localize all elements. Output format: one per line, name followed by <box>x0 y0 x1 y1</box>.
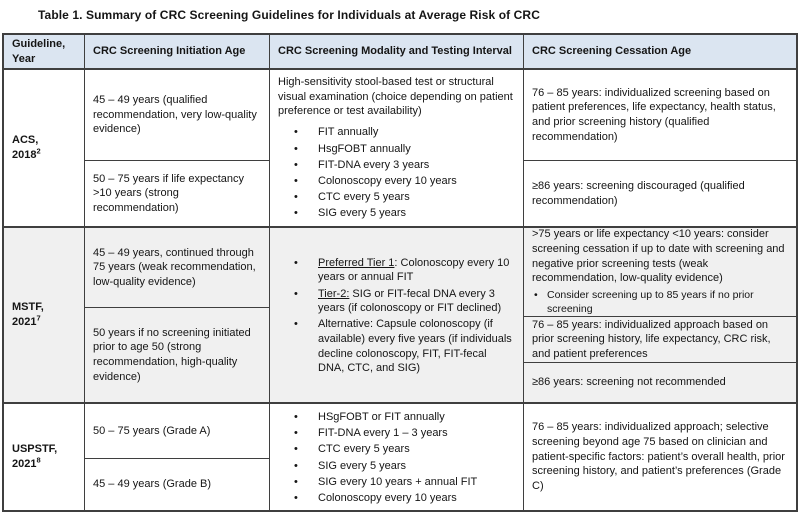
bullet-item: • CTC every 5 years <box>294 190 410 203</box>
guideline-year: 20217 <box>12 313 41 328</box>
initiation-cell: 50 – 75 years (Grade A) <box>85 404 269 459</box>
table-row-mstf: MSTF, 20217 45 – 49 years, continued thr… <box>4 228 796 404</box>
modality-cell-mstf: • Preferred Tier 1: Colonoscopy every 10 … <box>270 228 524 402</box>
guideline-cell-acs: ACS, 20182 <box>4 70 85 226</box>
header-initiation-age: CRC Screening Initiation Age <box>85 35 270 68</box>
modality-bullet-list: • FIT annually • HsgFOBT annually • FIT-DNA… <box>278 124 515 221</box>
cessation-cell: 76 – 85 years: individualized screening … <box>524 70 796 161</box>
bullet-dot: • <box>294 459 298 472</box>
cessation-cell: ≥86 years: screening discouraged (qualif… <box>532 179 745 207</box>
tier-label: Preferred Tier 1 <box>318 256 395 269</box>
bullet-item: • HsgFOBT annually <box>294 142 411 155</box>
reference-superscript: 7 <box>36 313 41 323</box>
reference-superscript: 2 <box>36 146 41 156</box>
bullet-dot: • <box>294 190 298 203</box>
table-row-acs: ACS, 20182 45 – 49 years (qualified reco… <box>4 70 796 228</box>
bullet-dot: • <box>294 443 298 456</box>
initiation-column-acs: 45 – 49 years (qualified recommendation,… <box>85 70 270 226</box>
bullet-dot: • <box>294 287 298 300</box>
bullet-dot: • <box>294 475 298 488</box>
header-cessation-age: CRC Screening Cessation Age <box>532 45 692 58</box>
bullet-item: • Colonoscopy every 10 years <box>294 174 457 187</box>
table-row-uspstf: USPSTF, 20218 50 – 75 years (Grade A) 45… <box>4 404 796 510</box>
bullet-item: • FIT annually <box>294 126 379 139</box>
tier-label: Tier-2: <box>318 287 350 300</box>
cessation-cell: >75 years or life expectancy <10 years: … <box>524 228 796 317</box>
cessation-cell: 76 – 85 years: individualized approach b… <box>524 317 796 363</box>
bullet-item: • FIT-DNA every 1 – 3 years <box>294 427 448 440</box>
bullet-item: • SIG every 10 years + annual FIT <box>294 475 478 488</box>
guideline-name: ACS, <box>12 134 39 147</box>
bullet-item: • SIG every 5 years <box>294 207 407 219</box>
bullet-item: • Preferred Tier 1: Colonoscopy every 10 … <box>294 256 510 284</box>
initiation-cell: 50 years if no screening initiated prior… <box>93 326 251 383</box>
guideline-year: 20218 <box>12 455 41 470</box>
initiation-cell: 45 – 49 years (Grade B) <box>93 478 212 491</box>
bullet-dot: • <box>294 318 298 331</box>
initiation-cell: 45 – 49 years (qualified recommendation,… <box>85 70 269 161</box>
table-title: Table 1. Summary of CRC Screening Guidel… <box>38 8 540 22</box>
bullet-item: • SIG every 5 years <box>294 459 407 472</box>
initiation-cell: 45 – 49 years, continued through 75 year… <box>85 228 269 308</box>
bullet-dot: • <box>294 411 298 424</box>
modality-intro: High-sensitivity stool-based test or str… <box>278 76 513 118</box>
cessation-column-acs: 76 – 85 years: individualized screening … <box>524 70 796 226</box>
bullet-dot: • <box>294 174 298 187</box>
cessation-cell: ≥86 years: screening not recommended <box>532 376 726 389</box>
guideline-cell-mstf: MSTF, 20217 <box>4 228 85 402</box>
bullet-item: • Alternative: Capsule colonoscopy (if av… <box>294 318 512 375</box>
bullet-dot: • <box>294 126 298 139</box>
modality-cell-acs: High-sensitivity stool-based test or str… <box>270 70 524 226</box>
modality-bullet-list: • HSgFOBT or FIT annually • FIT-DNA every … <box>278 409 515 506</box>
initiation-column-uspstf: 50 – 75 years (Grade A) 45 – 49 years (G… <box>85 404 270 510</box>
header-guideline-year: Guideline, Year <box>4 35 85 68</box>
header-modality-interval: CRC Screening Modality and Testing Inter… <box>270 35 524 68</box>
modality-bullet-list: • Preferred Tier 1: Colonoscopy every 10 … <box>278 254 515 376</box>
bullet-item: • HSgFOBT or FIT annually <box>294 411 445 424</box>
initiation-column-mstf: 45 – 49 years, continued through 75 year… <box>85 228 270 402</box>
guideline-cell-uspstf: USPSTF, 20218 <box>4 404 85 510</box>
guideline-name: USPSTF, <box>12 443 58 456</box>
bullet-item: • FIT-DNA every 3 years <box>294 158 430 171</box>
guideline-name: MSTF, <box>12 301 44 314</box>
bullet-item: • CTC every 5 years <box>294 443 410 456</box>
bullet-dot: • <box>294 142 298 155</box>
initiation-cell: 50 – 75 years if life expectancy >10 yea… <box>93 172 245 214</box>
bullet-item: • Colonoscopy every 10 years <box>294 491 457 504</box>
cessation-column-mstf: >75 years or life expectancy <10 years: … <box>524 228 796 402</box>
bullet-dot: • <box>294 491 298 504</box>
bullet-dot: • <box>534 288 538 301</box>
cessation-cell: 76 – 85 years: individualized approach; … <box>532 421 785 492</box>
crc-guidelines-table: Guideline, Year CRC Screening Initiation… <box>2 33 798 512</box>
bullet-dot: • <box>294 158 298 171</box>
table-header-row: Guideline, Year CRC Screening Initiation… <box>4 35 796 70</box>
modality-cell-uspstf: • HSgFOBT or FIT annually • FIT-DNA every … <box>270 404 524 510</box>
bullet-dot: • <box>294 256 298 269</box>
reference-superscript: 8 <box>36 455 41 465</box>
bullet-item: • Consider screening up to 85 years if no… <box>534 288 754 315</box>
bullet-item: • Tier-2: SIG or FIT-fecal DNA every 3 ye… <box>294 287 502 315</box>
guideline-year: 20182 <box>12 146 41 161</box>
cessation-column-uspstf: 76 – 85 years: individualized approach; … <box>524 404 796 510</box>
bullet-dot: • <box>294 427 298 440</box>
bullet-dot: • <box>294 207 298 219</box>
